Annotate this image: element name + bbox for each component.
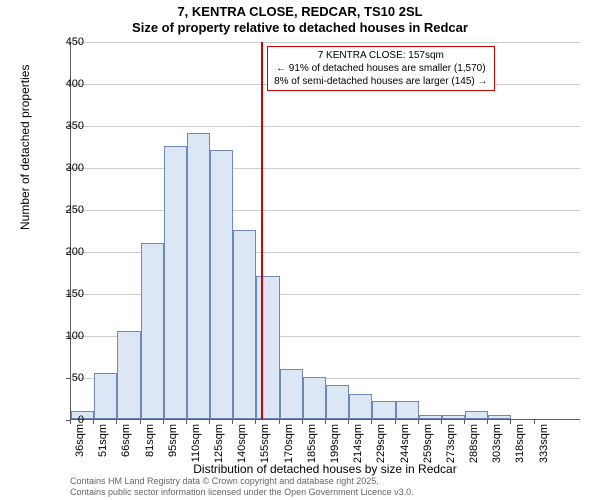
x-tick-label: 303sqm (491, 424, 503, 470)
histogram-bar (94, 373, 117, 419)
y-axis-label: Number of detached properties (18, 65, 32, 230)
x-tick-label: 333sqm (538, 424, 550, 470)
x-tick-label: 288sqm (468, 424, 480, 470)
gridline (71, 126, 580, 127)
histogram-bar (187, 133, 210, 419)
x-tick-mark (464, 420, 465, 424)
x-tick-mark (487, 420, 488, 424)
x-tick-label: 36sqm (74, 424, 86, 470)
histogram-bar (280, 369, 303, 419)
x-tick-mark (93, 420, 94, 424)
reference-line (261, 42, 263, 419)
histogram-bar (488, 415, 511, 419)
x-tick-label: 95sqm (167, 424, 179, 470)
histogram-bar (349, 394, 372, 419)
x-tick-mark (302, 420, 303, 424)
chart-title-block: 7, KENTRA CLOSE, REDCAR, TS10 2SL Size o… (0, 4, 600, 35)
x-tick-mark (395, 420, 396, 424)
histogram-bar (141, 243, 164, 419)
y-tick-mark (66, 336, 70, 337)
x-tick-label: 51sqm (97, 424, 109, 470)
y-tick-mark (66, 84, 70, 85)
x-tick-mark (348, 420, 349, 424)
x-tick-mark (510, 420, 511, 424)
annotation-line1: 7 KENTRA CLOSE: 157sqm (274, 49, 487, 62)
y-tick-mark (66, 252, 70, 253)
x-tick-mark (418, 420, 419, 424)
histogram-bar (372, 401, 395, 419)
x-tick-mark (163, 420, 164, 424)
x-tick-mark (255, 420, 256, 424)
x-tick-label: 199sqm (329, 424, 341, 470)
footer-attribution: Contains HM Land Registry data © Crown c… (70, 476, 414, 498)
y-tick-mark (66, 168, 70, 169)
x-tick-label: 170sqm (283, 424, 295, 470)
y-tick-mark (66, 126, 70, 127)
x-tick-mark (116, 420, 117, 424)
x-tick-mark (279, 420, 280, 424)
annotation-line3: 8% of semi-detached houses are larger (1… (274, 75, 487, 88)
y-tick-mark (66, 210, 70, 211)
histogram-bar (256, 276, 279, 419)
x-tick-label: 273sqm (445, 424, 457, 470)
plot-area: 7 KENTRA CLOSE: 157sqm← 91% of detached … (70, 42, 580, 420)
y-tick-mark (66, 42, 70, 43)
x-tick-label: 244sqm (399, 424, 411, 470)
x-tick-mark (209, 420, 210, 424)
gridline (71, 42, 580, 43)
x-tick-mark (441, 420, 442, 424)
x-tick-label: 140sqm (236, 424, 248, 470)
chart-title-line1: 7, KENTRA CLOSE, REDCAR, TS10 2SL (0, 4, 600, 19)
histogram-bar (419, 415, 442, 419)
y-tick-mark (66, 378, 70, 379)
histogram-bar (233, 230, 256, 419)
histogram-bar (117, 331, 140, 419)
x-tick-label: 259sqm (422, 424, 434, 470)
x-tick-label: 81sqm (144, 424, 156, 470)
x-tick-mark (186, 420, 187, 424)
histogram-bar (326, 385, 349, 419)
x-tick-label: 318sqm (514, 424, 526, 470)
x-tick-label: 155sqm (259, 424, 271, 470)
y-tick-mark (66, 294, 70, 295)
x-tick-label: 110sqm (190, 424, 202, 470)
gridline (71, 210, 580, 211)
x-tick-mark (140, 420, 141, 424)
x-tick-mark (534, 420, 535, 424)
x-tick-label: 185sqm (306, 424, 318, 470)
x-tick-label: 214sqm (352, 424, 364, 470)
x-tick-label: 66sqm (120, 424, 132, 470)
histogram-bar (210, 150, 233, 419)
footer-line1: Contains HM Land Registry data © Crown c… (70, 476, 414, 487)
histogram-bar (164, 146, 187, 419)
gridline (71, 168, 580, 169)
x-tick-mark (232, 420, 233, 424)
histogram-bar (396, 401, 419, 419)
annotation-box: 7 KENTRA CLOSE: 157sqm← 91% of detached … (267, 46, 494, 91)
x-tick-mark (371, 420, 372, 424)
histogram-bar (442, 415, 465, 419)
histogram-bar (303, 377, 326, 419)
x-tick-mark (325, 420, 326, 424)
x-tick-label: 125sqm (213, 424, 225, 470)
annotation-line2: ← 91% of detached houses are smaller (1,… (274, 62, 487, 75)
histogram-bar (465, 411, 488, 419)
x-tick-mark (70, 420, 71, 424)
x-tick-label: 229sqm (375, 424, 387, 470)
footer-line2: Contains public sector information licen… (70, 487, 414, 498)
chart-title-line2: Size of property relative to detached ho… (0, 20, 600, 35)
